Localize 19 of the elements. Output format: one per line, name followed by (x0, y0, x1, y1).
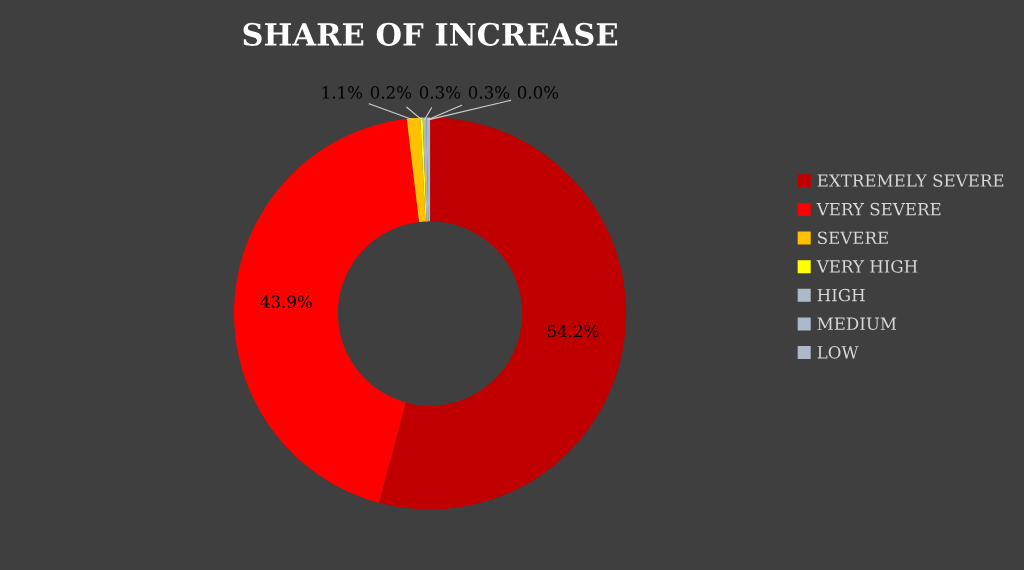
donut-slice (234, 118, 420, 503)
legend-label: VERY HIGH (816, 260, 918, 273)
legend-label: LOW (817, 346, 859, 359)
chart-title: SHARE OF INCREASE (243, 22, 618, 46)
legend-label: EXTREMELY SEVERE (817, 174, 1004, 187)
data-label: 0.2% (370, 86, 412, 99)
legend-label: MEDIUM (817, 317, 897, 330)
legend-label: VERY SEVERE (816, 202, 941, 216)
data-label: 54.2% (547, 324, 599, 338)
donut-slice (378, 117, 627, 510)
text: 0.0% (517, 86, 559, 99)
data-label: 0.3% (419, 86, 461, 99)
legend-label: SEVERE (818, 231, 888, 245)
donut-slice (406, 117, 426, 222)
data-label: 0.3% (468, 86, 510, 99)
legend-label: HIGH (817, 288, 865, 302)
donut-slice (426, 117, 431, 222)
data-label: 43.9% (260, 295, 312, 308)
data-label: 1.1% (322, 86, 363, 99)
